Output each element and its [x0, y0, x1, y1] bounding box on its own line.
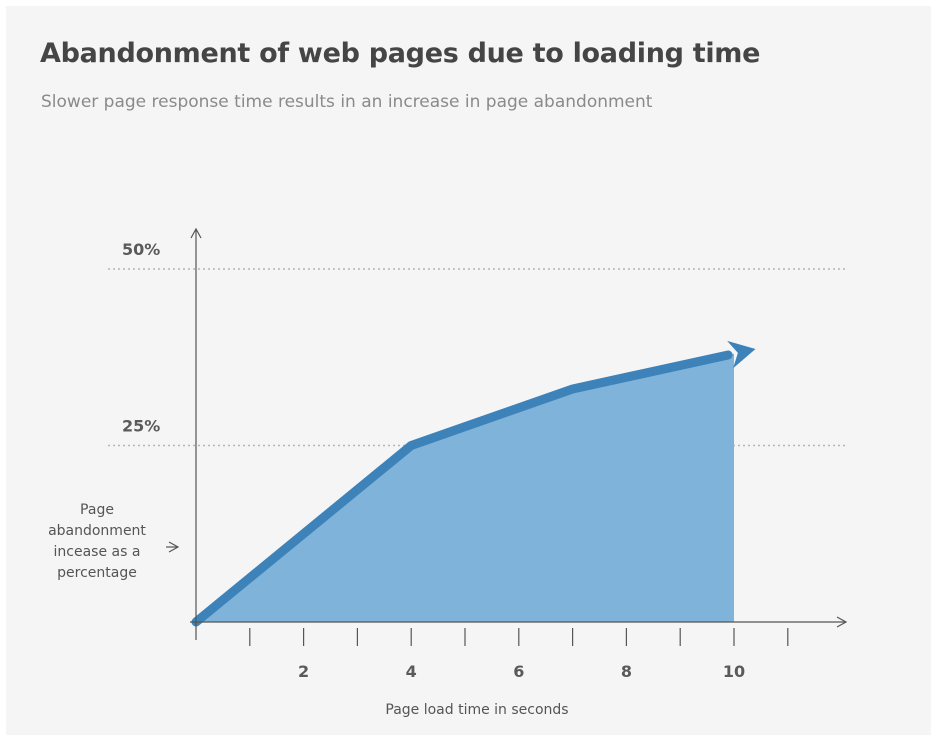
y-axis-title-line-3: percentage [57, 565, 137, 581]
x-tick-label-2: 2 [298, 662, 309, 681]
y-axis-title-line-0: Page [80, 502, 114, 518]
chart-title: Abandonment of web pages due to loading … [40, 38, 761, 69]
x-tick-label-6: 6 [513, 662, 524, 681]
y-axis-title: Page abandonment incease as a percentage [48, 502, 146, 581]
x-tick-label-10: 10 [723, 662, 745, 681]
series-line [191, 350, 733, 627]
y-tick-label-50: 50% [122, 240, 160, 259]
chart-subtitle: Slower page response time results in an … [41, 92, 653, 112]
y-tick-label-25: 25% [122, 417, 160, 436]
series-arrowhead [727, 340, 756, 369]
x-tick-label-4: 4 [406, 662, 417, 681]
x-tick-label-8: 8 [621, 662, 632, 681]
area-fill [196, 353, 734, 622]
x-axis-title: Page load time in seconds [385, 702, 568, 718]
y-axis-title-line-1: abandonment [48, 523, 146, 539]
y-axis-title-line-2: incease as a [54, 544, 141, 560]
